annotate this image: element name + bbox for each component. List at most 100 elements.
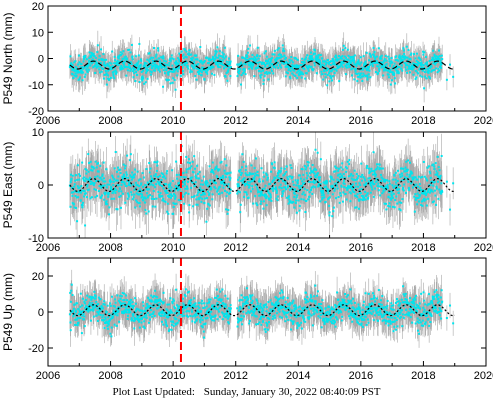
data-point — [105, 200, 108, 203]
data-point — [104, 66, 107, 69]
data-point — [175, 60, 178, 63]
data-point — [101, 67, 104, 70]
data-point — [188, 162, 191, 165]
data-point — [221, 51, 224, 54]
data-point — [80, 71, 83, 74]
data-point — [116, 170, 119, 173]
data-point — [379, 63, 382, 66]
data-point — [159, 192, 162, 195]
data-point — [239, 168, 242, 171]
data-point — [435, 67, 438, 70]
data-point — [91, 58, 94, 61]
data-point — [394, 59, 397, 62]
data-point — [349, 55, 352, 58]
data-point — [357, 72, 360, 75]
data-point — [71, 186, 74, 189]
data-point — [100, 186, 103, 189]
data-point — [388, 60, 391, 63]
data-point — [249, 65, 252, 68]
data-point — [87, 62, 90, 65]
data-point — [130, 178, 133, 181]
data-point — [194, 184, 197, 187]
data-point — [151, 59, 154, 62]
data-point — [256, 170, 259, 173]
data-point — [143, 201, 146, 204]
data-point — [85, 68, 88, 71]
data-point — [365, 51, 368, 54]
data-point — [204, 68, 207, 71]
data-point — [437, 58, 440, 61]
data-point — [159, 64, 162, 67]
data-point — [223, 169, 226, 172]
data-point — [168, 188, 171, 191]
data-point — [122, 181, 125, 184]
data-point — [79, 76, 82, 79]
data-point — [264, 194, 267, 197]
data-point — [259, 192, 262, 195]
data-point — [269, 65, 272, 68]
data-point — [281, 192, 284, 195]
data-point — [400, 67, 403, 70]
data-point — [426, 61, 429, 64]
data-point — [237, 63, 240, 66]
x-tick-label: 2010 — [161, 115, 185, 127]
data-point — [409, 53, 412, 56]
data-point — [176, 74, 179, 77]
data-point — [267, 192, 270, 195]
data-point — [115, 70, 118, 73]
data-point — [385, 69, 388, 72]
data-point — [83, 75, 86, 78]
data-point — [136, 170, 139, 173]
data-point — [328, 72, 331, 75]
data-point — [195, 78, 198, 81]
data-point — [123, 175, 126, 178]
x-tick-label: 2018 — [411, 115, 435, 127]
data-point — [199, 68, 202, 71]
data-point — [135, 70, 138, 73]
data-point — [130, 61, 133, 64]
data-point — [363, 66, 366, 69]
data-point — [316, 60, 319, 63]
data-point — [286, 196, 289, 199]
data-point — [102, 67, 105, 70]
data-point — [138, 42, 141, 45]
data-point — [440, 66, 443, 69]
data-point — [275, 197, 278, 200]
data-point — [111, 71, 114, 74]
data-point — [275, 191, 278, 194]
data-point — [346, 58, 349, 61]
data-point — [306, 54, 309, 57]
data-point — [216, 46, 219, 49]
data-point — [307, 69, 310, 72]
data-point — [313, 62, 316, 65]
data-point — [113, 66, 116, 69]
data-point — [156, 180, 159, 183]
data-point — [94, 160, 97, 163]
data-point — [265, 195, 268, 198]
data-point — [71, 202, 74, 205]
data-point — [224, 75, 227, 78]
data-point — [225, 65, 228, 68]
data-point — [376, 55, 379, 58]
data-point — [380, 66, 383, 69]
data-point — [171, 64, 174, 67]
data-point — [243, 67, 246, 70]
data-point — [437, 57, 440, 60]
data-point — [325, 67, 328, 70]
data-point — [133, 173, 136, 176]
data-point — [344, 64, 347, 67]
data-point — [139, 192, 142, 195]
data-point — [176, 186, 179, 189]
data-point — [260, 167, 263, 170]
data-point — [191, 58, 194, 61]
data-point — [248, 64, 251, 67]
data-point — [236, 63, 239, 66]
data-point — [102, 161, 105, 164]
data-point — [76, 220, 79, 223]
data-point — [301, 67, 304, 70]
y-tick-label: 0 — [38, 54, 44, 66]
data-point — [73, 69, 76, 72]
data-point — [164, 60, 167, 63]
data-point — [134, 63, 137, 66]
data-point — [421, 69, 424, 72]
